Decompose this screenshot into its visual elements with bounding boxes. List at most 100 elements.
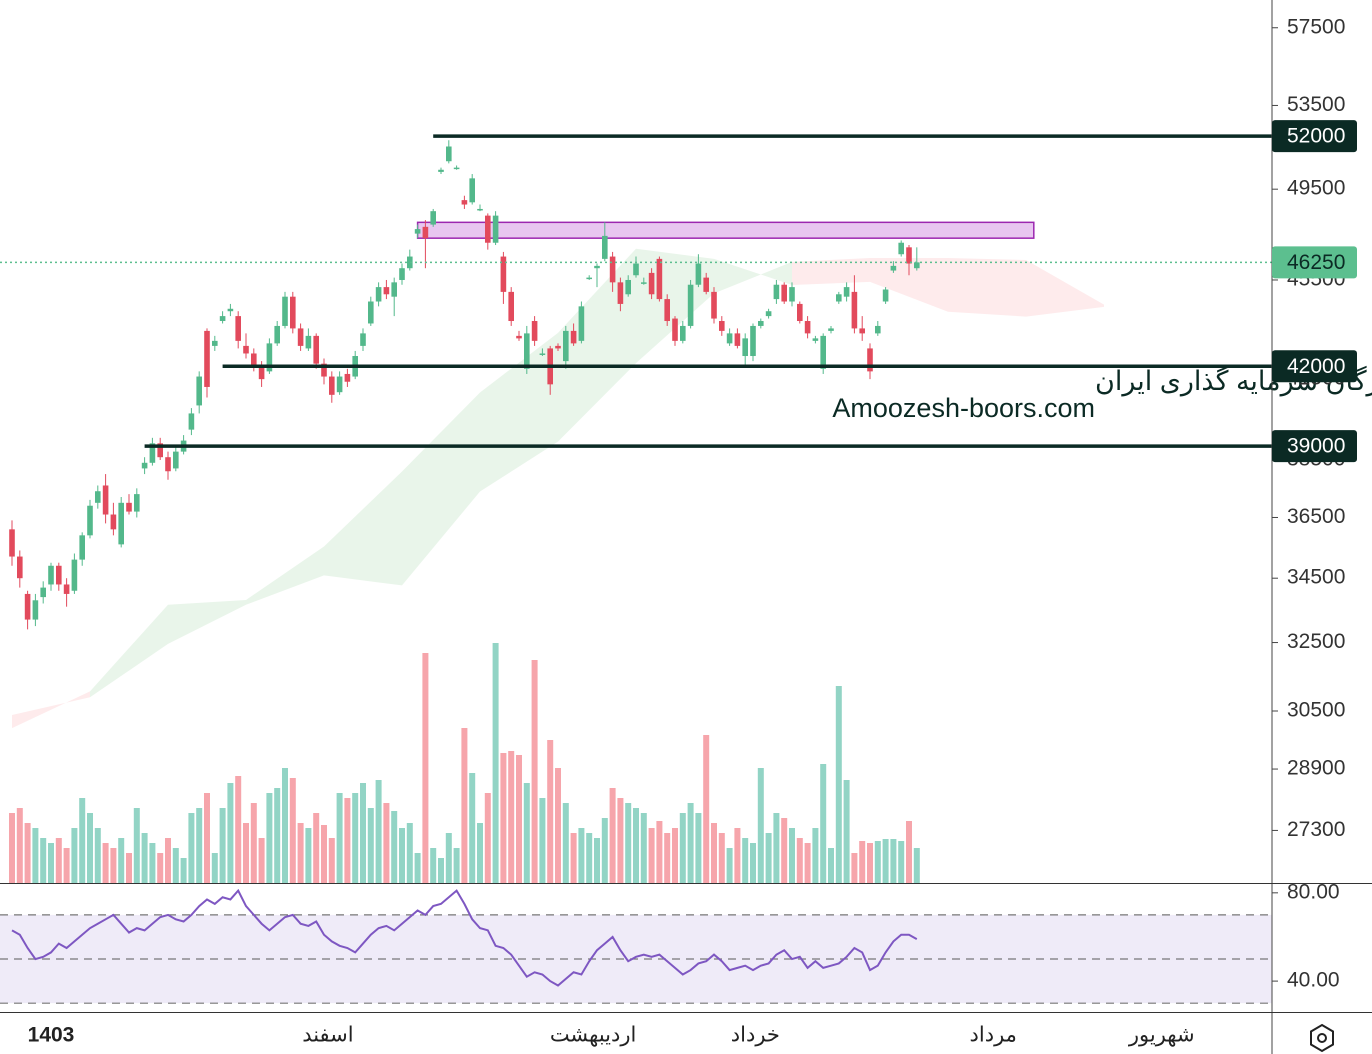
volume-bar [94,828,101,883]
axis-layer: 5750053500495004550041500385003650034500… [28,15,1357,1047]
candle-body [282,296,288,326]
candle-body [360,333,366,346]
cloud-segment [246,546,324,605]
candle-body [321,363,327,377]
candle-body [687,284,694,326]
candle-body [695,263,702,285]
volume-bar [118,838,125,883]
volume-bar [250,803,257,883]
volume-bar [711,823,717,883]
volume-bar [282,768,288,883]
volume-bar [664,833,671,883]
cloud-segment [870,257,948,312]
candle-body [789,287,795,302]
candle-body [617,282,624,304]
y-tick-label: 34500 [1287,566,1345,589]
cloud-segment [168,599,246,644]
volume-bar [812,828,819,883]
volume-bar [734,828,741,883]
volume-bar [297,823,304,883]
y-tick-label: 32500 [1287,630,1345,653]
volume-bar [890,839,897,883]
candle-body [524,333,530,369]
candle-body [383,287,390,295]
volume-bar [453,848,460,883]
candle-body [531,321,538,341]
candle-body [828,328,834,331]
volume-bar [609,788,616,883]
volume-bar [344,798,351,883]
candle-body [188,413,195,430]
cloud-segment [714,258,792,294]
volume-bar [40,838,47,883]
candle-body [48,565,54,585]
candle-body [641,282,647,284]
x-tick-label: اسفند [302,1024,353,1047]
volume-bar [601,818,608,883]
candle-body [102,485,109,515]
cloud-layer [12,248,1104,729]
level-badge [1272,350,1357,383]
candle-body [656,258,663,300]
volume-bar [336,793,343,883]
candle-body [329,376,335,395]
volume-bar [516,755,522,883]
volume-bar [430,848,437,883]
cloud-segment [1026,260,1104,317]
candle-body [453,167,460,170]
volume-bar [695,813,702,883]
candle-body [204,330,210,387]
candle-body [141,462,148,469]
x-tick-label: خرداد [731,1024,780,1047]
level-label: 42000 [1287,355,1345,378]
volume-bar [445,833,452,883]
volume-bar [492,643,499,883]
candle-body [290,296,296,329]
volume-bar [352,793,359,883]
zone-layer [416,221,1035,239]
settings-icon[interactable] [1310,1023,1334,1053]
candle-body [820,335,826,369]
rsi-line [11,888,918,987]
candle-body [602,235,608,259]
volume-bar [24,823,31,883]
candle-body [149,443,156,463]
volume-bar [882,839,889,883]
volume-bar [414,853,421,883]
volume-bar [796,838,803,883]
volume-bar [578,828,585,883]
candle-body [898,242,904,255]
volume-bar [305,828,312,883]
candle-body [680,325,686,341]
candle-body [95,491,101,503]
watermark: Amoozesh-boors.com [832,393,1095,423]
current-price-label: 46250 [1287,251,1345,274]
rsi-layer [0,888,1272,1004]
volume-bar [547,740,554,883]
volume-bar [656,821,663,883]
volume-bar [906,821,912,883]
candle-body [555,345,561,349]
volume-bar [328,838,335,883]
candle-body [368,301,374,324]
candle-body [648,272,655,295]
cloud-segment [948,257,1026,317]
candle-body [672,318,678,341]
volume-bar [360,783,366,883]
volume-bar [87,813,93,883]
volume-bar [157,853,164,883]
y-tick-label: 36500 [1287,505,1345,528]
candle-body [719,321,725,331]
volume-bar [274,788,281,883]
x-tick-label: مرداد [970,1024,1017,1047]
candle-body [32,600,39,620]
volume-bar [16,808,23,883]
candle-body [134,494,140,512]
candle-body [430,211,436,225]
candle-body [212,340,218,346]
cloud-segment [558,248,636,442]
volume-bar [266,793,273,883]
candle-body [235,316,241,341]
level-badge [1272,430,1357,463]
volume-bar [484,793,491,883]
